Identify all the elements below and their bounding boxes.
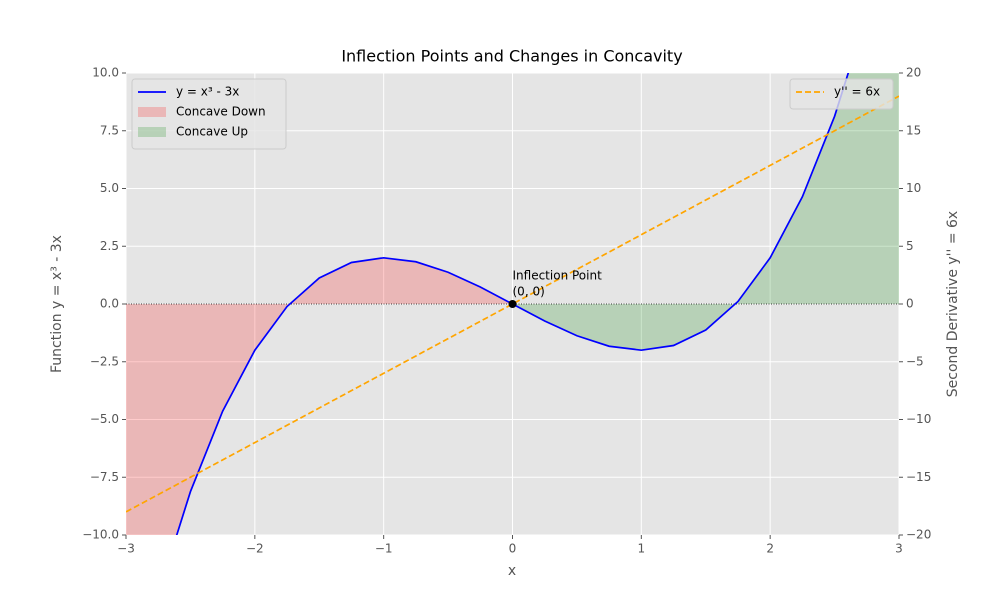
y2-axis-label: Second Derivative y'' = 6x — [945, 211, 961, 397]
y-tick-label: 7.5 — [100, 123, 119, 137]
y2-tick-label: 20 — [906, 66, 921, 80]
concavity-area — [512, 73, 899, 351]
x-tick-label: 0 — [509, 542, 517, 556]
y-tick-label: 10.0 — [92, 66, 119, 80]
inflection-point — [508, 300, 517, 308]
x-tick-label: 3 — [895, 542, 903, 556]
concavity-area — [126, 257, 513, 535]
chart-title: Inflection Points and Changes in Concavi… — [341, 47, 682, 66]
y-tick-label: −7.5 — [90, 470, 119, 484]
y-tick-label: 0.0 — [100, 297, 119, 311]
x-axis-label: x — [508, 563, 516, 579]
legend-label: Concave Down — [176, 105, 266, 119]
y2-tick-label: 15 — [906, 123, 921, 137]
x-tick-label: 1 — [638, 542, 646, 556]
y2-tick-label: 0 — [906, 297, 914, 311]
legend-box — [131, 78, 287, 150]
legend-swatch — [138, 127, 166, 137]
x-tick-label: −1 — [375, 542, 393, 556]
y2-tick-label: 5 — [906, 239, 914, 253]
x-tick-label: 2 — [766, 542, 774, 556]
x-tick-label: −3 — [117, 542, 135, 556]
y2-tick-label: 10 — [906, 181, 921, 195]
legend-label: y'' = 6x — [834, 85, 880, 99]
y-tick-label: −10.0 — [82, 528, 119, 542]
legend-box — [789, 78, 894, 110]
annotation-text: (0, 0) — [513, 285, 545, 299]
y-tick-label: −5.0 — [90, 412, 119, 426]
legend-swatch — [138, 107, 166, 117]
x-tick-label: −2 — [246, 542, 264, 556]
y-axis-label: Function y = x³ - 3x — [49, 235, 65, 373]
y2-tick-label: −10 — [906, 412, 931, 426]
y-tick-label: 5.0 — [100, 181, 119, 195]
plot-content — [126, 73, 899, 535]
y-tick-label: 2.5 — [100, 239, 119, 253]
overlay: −3 −2 −1 0 1 2 3−10.0−7.5−5.0−2.50.02.55.07.51… — [82, 66, 931, 556]
annotation-text: Inflection Point — [513, 269, 603, 283]
legend-label: y = x³ - 3x — [176, 85, 239, 99]
y-tick-label: −2.5 — [90, 354, 119, 368]
legend-label: Concave Up — [176, 125, 248, 139]
y2-tick-label: −15 — [906, 470, 931, 484]
y2-tick-label: −5 — [906, 354, 924, 368]
y2-tick-label: −20 — [906, 528, 931, 542]
series-line — [126, 95, 899, 513]
